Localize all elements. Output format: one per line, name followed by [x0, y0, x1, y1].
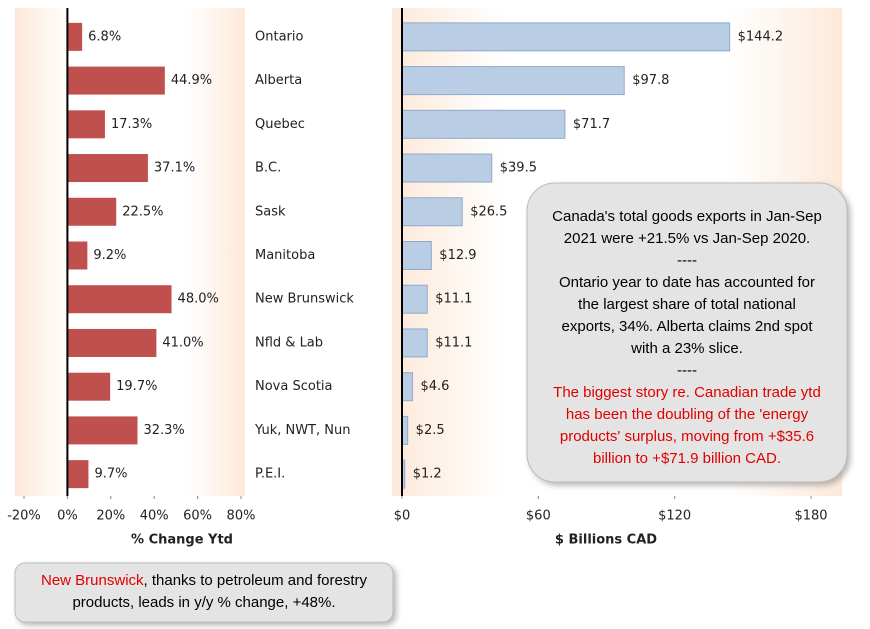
value-label: 37.1%: [154, 161, 195, 176]
note-text: Canada's total goods exports in Jan-Sep: [552, 208, 822, 225]
x-tick-label: $60: [526, 509, 551, 524]
value-label: 17.3%: [111, 117, 152, 132]
x-tick-label: 20%: [96, 509, 125, 524]
note-text: 2021 were +21.5% vs Jan-Sep 2020.: [564, 230, 810, 247]
category-label: Nfld & Lab: [255, 335, 323, 350]
note-line: Canada's total goods exports in Jan-Sep: [552, 208, 822, 225]
bar: [401, 372, 413, 402]
category-label: Manitoba: [255, 248, 315, 263]
value-label: $97.8: [632, 73, 669, 88]
bar: [67, 154, 148, 183]
note-line: billion to +$71.9 billion CAD.: [593, 450, 781, 467]
note-text: ----: [677, 362, 697, 379]
note-text: Ontario year to date has accounted for: [559, 274, 815, 291]
value-label: $2.5: [416, 423, 445, 438]
note-text: , thanks to petroleum and forestry: [144, 572, 368, 589]
category-label: P.E.I.: [255, 467, 285, 482]
x-axis-title: % Change Ytd: [131, 533, 233, 548]
bar: [67, 197, 117, 226]
x-tick-label: 0%: [57, 509, 78, 524]
note-line: New Brunswick, thanks to petroleum and f…: [41, 572, 367, 589]
bar: [401, 197, 463, 227]
category-label: Nova Scotia: [255, 379, 333, 394]
bar: [67, 285, 172, 314]
value-label: $12.9: [439, 248, 476, 263]
bar: [401, 109, 566, 139]
category-label: Quebec: [255, 117, 305, 132]
note-line: 2021 were +21.5% vs Jan-Sep 2020.: [564, 230, 810, 247]
category-label: B.C.: [255, 161, 281, 176]
note-line: the largest share of total national: [578, 296, 796, 313]
note-box: [526, 182, 848, 483]
value-label: $4.6: [420, 379, 449, 394]
note-line: products, leads in y/y % change, +48%.: [72, 594, 335, 611]
value-label: $144.2: [738, 29, 784, 44]
note-text: The biggest story re. Canadian trade ytd: [553, 384, 821, 401]
note-line: ----: [677, 252, 697, 269]
note-line: The biggest story re. Canadian trade ytd: [553, 384, 821, 401]
value-label: 44.9%: [171, 73, 212, 88]
bar: [67, 372, 111, 401]
x-tick-label: $120: [658, 509, 691, 524]
note-line: ----: [677, 362, 697, 379]
category-label: Sask: [255, 204, 286, 219]
note-line: with a 23% slice.: [630, 340, 743, 357]
note: Canada's total goods exports in Jan-Sep 2…: [552, 208, 822, 467]
bar: [67, 328, 157, 357]
note: New Brunswick, thanks to petroleum and f…: [41, 572, 367, 611]
value-label: $11.1: [435, 335, 472, 350]
x-tick-label: $0: [394, 509, 411, 524]
note-text: exports, 34%. Alberta claims 2nd spot: [562, 318, 814, 335]
value-label: $26.5: [470, 204, 507, 219]
x-tick-label: $180: [794, 509, 827, 524]
value-label: 9.2%: [93, 248, 126, 263]
value-label: 19.7%: [116, 379, 157, 394]
x-tick-label: 60%: [183, 509, 212, 524]
value-label: $39.5: [500, 161, 537, 176]
category-label: Ontario: [255, 29, 303, 44]
note-line: exports, 34%. Alberta claims 2nd spot: [562, 318, 814, 335]
bar: [67, 241, 88, 270]
x-tick-label: 80%: [227, 509, 256, 524]
category-label: Alberta: [255, 73, 302, 88]
note-text: the largest share of total national: [578, 296, 796, 313]
value-label: 48.0%: [178, 292, 219, 307]
x-tick-label: 40%: [140, 509, 169, 524]
value-label: 41.0%: [162, 335, 203, 350]
x-tick-label: -20%: [7, 509, 41, 524]
note-line: has been the doubling of the 'energy: [566, 406, 809, 423]
bar: [401, 284, 428, 314]
value-label: $11.1: [435, 292, 472, 307]
value-label: 6.8%: [88, 29, 121, 44]
bar: [401, 241, 432, 270]
note-text: has been the doubling of the 'energy: [566, 406, 809, 423]
bar: [401, 328, 428, 358]
bar: [401, 22, 731, 52]
note-line: Ontario year to date has accounted for: [559, 274, 815, 291]
bar: [67, 66, 165, 95]
note-box: [14, 562, 394, 623]
category-label: New Brunswick: [255, 292, 354, 307]
bar: [401, 66, 625, 96]
bar: [67, 22, 83, 51]
note-text: ----: [677, 252, 697, 269]
note-text: billion to +$71.9 billion CAD.: [593, 450, 781, 467]
note-text: with a 23% slice.: [630, 340, 743, 357]
value-label: $71.7: [573, 117, 610, 132]
bar: [67, 460, 89, 489]
note-text: products, leads in y/y % change, +48%.: [72, 594, 335, 611]
bar: [67, 416, 138, 445]
value-label: 22.5%: [122, 204, 163, 219]
value-label: 32.3%: [143, 423, 184, 438]
value-label: 9.7%: [94, 467, 127, 482]
x-axis-title: $ Billions CAD: [555, 533, 657, 548]
note-text: products' surplus, moving from +$35.6: [560, 428, 814, 445]
note-text: New Brunswick: [41, 572, 144, 589]
bar: [67, 110, 105, 139]
category-label: Yuk, NWT, Nun: [254, 423, 350, 438]
note-line: products' surplus, moving from +$35.6: [560, 428, 814, 445]
bar: [401, 153, 493, 183]
value-label: $1.2: [413, 467, 442, 482]
